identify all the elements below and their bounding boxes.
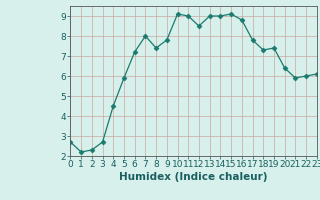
X-axis label: Humidex (Indice chaleur): Humidex (Indice chaleur) bbox=[119, 172, 268, 182]
